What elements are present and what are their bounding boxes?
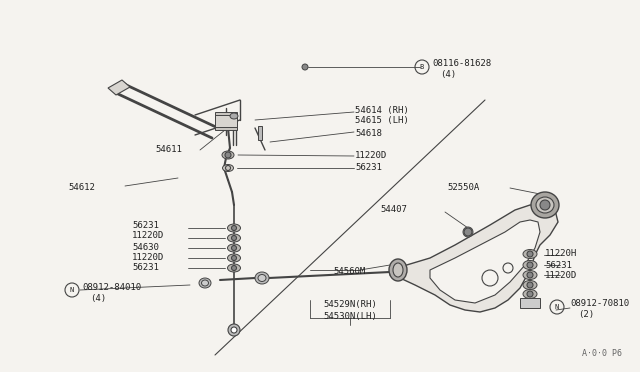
Text: 54529N(RH): 54529N(RH) xyxy=(323,301,377,310)
Text: 11220H: 11220H xyxy=(545,250,577,259)
Ellipse shape xyxy=(531,192,559,218)
Text: 52550A: 52550A xyxy=(447,183,479,192)
Polygon shape xyxy=(430,220,540,303)
Text: 54560M: 54560M xyxy=(334,267,366,276)
Ellipse shape xyxy=(227,234,241,242)
Text: 08912-84010: 08912-84010 xyxy=(82,283,141,292)
Circle shape xyxy=(464,228,472,236)
Text: 08912-70810: 08912-70810 xyxy=(570,299,629,308)
Text: N: N xyxy=(555,304,559,310)
Ellipse shape xyxy=(227,244,241,252)
Ellipse shape xyxy=(523,260,537,269)
Ellipse shape xyxy=(223,164,234,171)
Circle shape xyxy=(232,246,237,250)
Circle shape xyxy=(527,291,533,297)
Text: 54630: 54630 xyxy=(132,243,159,251)
Text: 54530N(LH): 54530N(LH) xyxy=(323,311,377,321)
Text: (4): (4) xyxy=(90,294,106,302)
Circle shape xyxy=(228,324,240,336)
Ellipse shape xyxy=(389,259,407,281)
Text: 11220D: 11220D xyxy=(132,253,164,263)
Circle shape xyxy=(527,251,533,257)
Text: (2): (2) xyxy=(578,311,594,320)
Ellipse shape xyxy=(255,272,269,284)
Text: 56231: 56231 xyxy=(355,164,382,173)
Circle shape xyxy=(540,200,550,210)
Circle shape xyxy=(527,272,533,278)
Ellipse shape xyxy=(202,280,209,286)
Polygon shape xyxy=(390,205,558,312)
Bar xyxy=(215,112,237,130)
Polygon shape xyxy=(108,80,130,95)
Ellipse shape xyxy=(523,270,537,279)
Text: 54407: 54407 xyxy=(380,205,407,215)
Bar xyxy=(215,115,237,127)
Ellipse shape xyxy=(523,250,537,259)
Text: 54615 (LH): 54615 (LH) xyxy=(355,115,409,125)
Circle shape xyxy=(482,270,498,286)
Ellipse shape xyxy=(523,280,537,289)
Circle shape xyxy=(527,262,533,268)
Text: 56231: 56231 xyxy=(132,263,159,273)
Ellipse shape xyxy=(227,224,241,232)
Text: 11220D: 11220D xyxy=(132,231,164,241)
Circle shape xyxy=(503,263,513,273)
Circle shape xyxy=(232,256,237,260)
Ellipse shape xyxy=(463,227,473,237)
Circle shape xyxy=(232,225,237,231)
Text: 11220D: 11220D xyxy=(355,151,387,160)
Ellipse shape xyxy=(302,64,308,70)
Text: N: N xyxy=(70,287,74,293)
Text: (4): (4) xyxy=(440,70,456,78)
Text: A·0·0 P6: A·0·0 P6 xyxy=(582,349,622,358)
Text: 56231: 56231 xyxy=(545,260,572,269)
Ellipse shape xyxy=(536,197,554,213)
Text: B: B xyxy=(420,64,424,70)
Text: 11220D: 11220D xyxy=(545,272,577,280)
Ellipse shape xyxy=(523,289,537,298)
Circle shape xyxy=(527,282,533,288)
Text: 54612: 54612 xyxy=(68,183,95,192)
Ellipse shape xyxy=(258,275,266,282)
Text: 08116-81628: 08116-81628 xyxy=(432,58,491,67)
Text: 54614 (RH): 54614 (RH) xyxy=(355,106,409,115)
Ellipse shape xyxy=(222,151,234,159)
Bar xyxy=(258,126,262,140)
Ellipse shape xyxy=(227,264,241,272)
Ellipse shape xyxy=(227,254,241,262)
Bar xyxy=(520,298,540,308)
Circle shape xyxy=(232,235,237,241)
Circle shape xyxy=(231,327,237,333)
Text: 54611: 54611 xyxy=(155,145,182,154)
Ellipse shape xyxy=(230,113,238,119)
Circle shape xyxy=(225,152,231,158)
Text: 54618: 54618 xyxy=(355,128,382,138)
Ellipse shape xyxy=(393,263,403,277)
Text: 56231: 56231 xyxy=(132,221,159,231)
Circle shape xyxy=(232,266,237,270)
Ellipse shape xyxy=(199,278,211,288)
